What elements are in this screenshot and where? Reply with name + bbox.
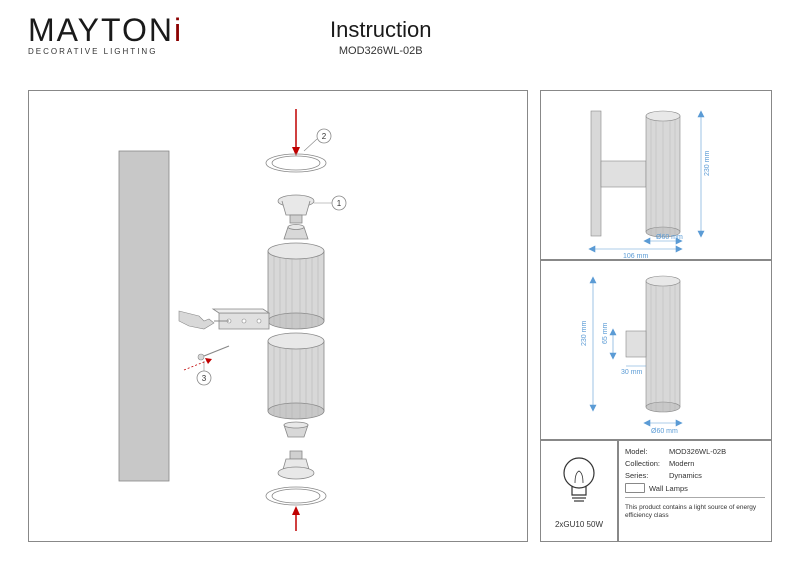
bulb-spec-box: 2xGU10 50W xyxy=(540,440,618,542)
dim-diameter: Ø60 mm xyxy=(656,234,683,241)
collection-value: Modern xyxy=(669,459,694,468)
type-value: Wall Lamps xyxy=(649,484,688,493)
series-value: Dynamics xyxy=(669,471,702,480)
bulb-spec-text: 2xGU10 50W xyxy=(541,520,617,529)
svg-text:1: 1 xyxy=(337,199,342,208)
assembly-svg: 2 1 xyxy=(29,91,529,543)
model-number: MOD326WL-02B xyxy=(330,45,432,57)
product-info-box: Model: MOD326WL-02B Collection: Modern S… xyxy=(618,440,772,542)
page-title: Instruction xyxy=(330,17,432,43)
info-series-row: Series: Dynamics xyxy=(625,471,765,480)
dim-height: 230 mm xyxy=(704,151,711,176)
dimension-side-view: 230 mm 65 mm 30 mm Ø60 mm xyxy=(540,260,772,440)
brand-prefix: MAYTON xyxy=(28,12,174,48)
brand-suffix: i xyxy=(174,12,183,48)
svg-text:3: 3 xyxy=(202,374,207,383)
dim-width: 106 mm xyxy=(623,253,648,260)
model-value: MOD326WL-02B xyxy=(669,447,726,456)
dim-bracket-h: 65 mm xyxy=(602,322,609,344)
bulb-icon xyxy=(559,453,599,511)
dimension-front-view: 230 mm Ø60 mm 106 mm xyxy=(540,90,772,260)
series-label: Series: xyxy=(625,471,669,480)
dim-side-diameter: Ø60 mm xyxy=(651,428,678,435)
title-block: Instruction MOD326WL-02B xyxy=(330,17,432,57)
wall-lamp-icon xyxy=(625,483,645,493)
header: MAYTONi DECORATIVE LIGHTING Instruction … xyxy=(0,12,800,82)
svg-text:2: 2 xyxy=(322,132,327,141)
dim-front-svg: 230 mm Ø60 mm 106 mm xyxy=(541,91,773,261)
dim-bracket-d: 30 mm xyxy=(621,369,643,376)
collection-label: Collection: xyxy=(625,459,669,468)
assembly-diagram: 2 1 xyxy=(28,90,528,542)
instruction-page: MAYTONi DECORATIVE LIGHTING Instruction … xyxy=(0,0,800,566)
model-label: Model: xyxy=(625,447,669,456)
energy-note: This product contains a light source of … xyxy=(625,504,765,521)
info-type-row: Wall Lamps xyxy=(625,483,765,493)
dim-side-height: 230 mm xyxy=(581,321,588,346)
dim-side-svg: 230 mm 65 mm 30 mm Ø60 mm xyxy=(541,261,773,441)
brand-name: MAYTONi xyxy=(28,12,183,49)
brand-logo: MAYTONi DECORATIVE LIGHTING xyxy=(28,12,183,56)
info-collection-row: Collection: Modern xyxy=(625,459,765,468)
info-model-row: Model: MOD326WL-02B xyxy=(625,447,765,456)
